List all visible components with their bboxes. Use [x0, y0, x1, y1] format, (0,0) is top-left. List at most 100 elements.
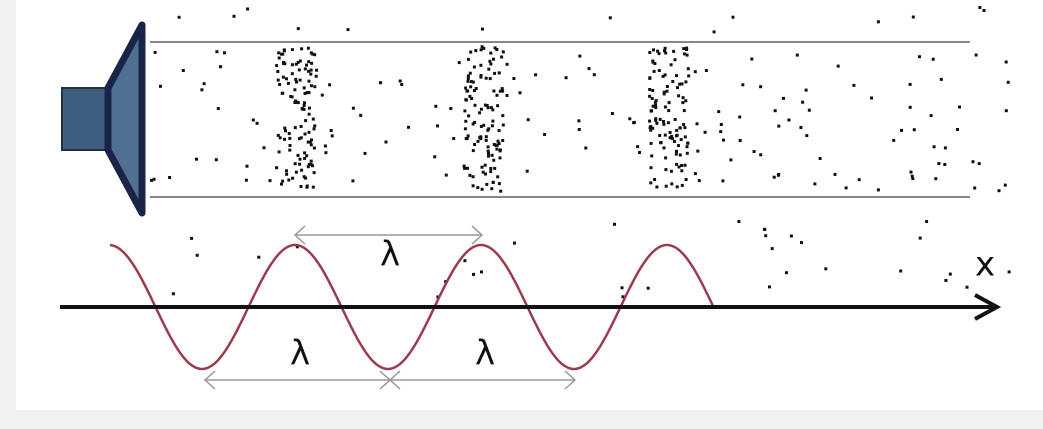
particle	[479, 107, 483, 111]
particle	[471, 184, 475, 188]
particle	[682, 123, 686, 126]
particle	[307, 162, 311, 166]
particle	[276, 70, 280, 73]
particle	[469, 50, 473, 54]
particle	[695, 122, 699, 126]
particle	[501, 50, 505, 54]
particle	[648, 76, 652, 80]
particle	[662, 120, 665, 123]
particle	[245, 164, 249, 168]
particle	[288, 136, 292, 140]
particle	[307, 79, 311, 83]
particle	[305, 154, 309, 158]
particle	[646, 286, 650, 290]
axis-label: x	[975, 245, 995, 285]
particle	[304, 119, 308, 123]
particle	[293, 88, 297, 92]
particle	[649, 141, 653, 145]
particle	[464, 98, 468, 102]
particle	[309, 143, 313, 147]
particle	[918, 55, 921, 59]
particle	[685, 53, 689, 57]
particle	[481, 170, 485, 174]
arrow	[471, 225, 484, 245]
particle	[785, 271, 788, 275]
particle	[679, 138, 683, 142]
particle	[312, 146, 316, 150]
particle	[496, 139, 500, 143]
particle	[857, 178, 861, 182]
particle	[463, 127, 467, 131]
particle	[493, 71, 497, 75]
particle	[434, 104, 438, 108]
particle	[359, 113, 363, 117]
particle	[501, 114, 505, 118]
particle	[257, 255, 261, 259]
particle	[287, 178, 291, 182]
particle	[664, 51, 668, 55]
particle	[282, 48, 286, 52]
particle	[693, 172, 697, 176]
particle	[297, 68, 301, 72]
particle	[490, 124, 494, 128]
bottom-border	[0, 410, 1043, 429]
particle	[471, 80, 475, 84]
particle	[675, 74, 678, 78]
particle	[309, 51, 313, 55]
particle	[255, 121, 259, 125]
particle	[480, 270, 483, 274]
particle	[290, 63, 294, 67]
particle	[656, 49, 660, 53]
particle	[488, 77, 492, 81]
particle	[244, 178, 248, 182]
particle	[496, 175, 500, 179]
particle	[479, 125, 483, 128]
particle	[773, 109, 777, 113]
particle	[651, 104, 655, 108]
particle	[682, 109, 686, 113]
particle	[499, 189, 503, 193]
sine-wave	[109, 243, 716, 371]
particle	[512, 77, 516, 80]
particle	[592, 73, 596, 77]
particle	[683, 52, 687, 56]
particle	[685, 48, 689, 51]
particle	[281, 75, 285, 79]
particle	[314, 74, 318, 78]
particle	[295, 100, 299, 104]
particle	[564, 76, 568, 80]
particle	[795, 53, 799, 57]
particle	[731, 15, 735, 19]
particle	[307, 130, 311, 134]
particle	[610, 112, 614, 115]
particle	[305, 63, 308, 67]
particle	[587, 67, 591, 71]
particle	[300, 107, 304, 110]
particle	[670, 182, 674, 186]
particle	[306, 165, 310, 169]
particle	[661, 74, 665, 78]
particle	[305, 185, 309, 189]
particle	[307, 112, 311, 116]
particle	[978, 6, 982, 9]
particle	[288, 148, 292, 152]
particle	[678, 126, 682, 130]
particle	[309, 159, 313, 163]
particle	[495, 93, 499, 97]
particle	[876, 188, 880, 192]
particle	[697, 179, 701, 183]
particle	[492, 143, 496, 146]
particle	[463, 259, 467, 263]
particle	[469, 85, 473, 89]
particle	[772, 175, 776, 179]
particle	[654, 119, 658, 122]
x-axis-arrow	[974, 293, 1002, 321]
particle	[281, 52, 285, 56]
particle	[658, 134, 662, 137]
particle	[684, 99, 688, 103]
particle	[436, 295, 440, 299]
particle	[804, 88, 808, 92]
particle	[818, 157, 822, 160]
particle	[534, 73, 538, 77]
particle	[824, 267, 828, 271]
